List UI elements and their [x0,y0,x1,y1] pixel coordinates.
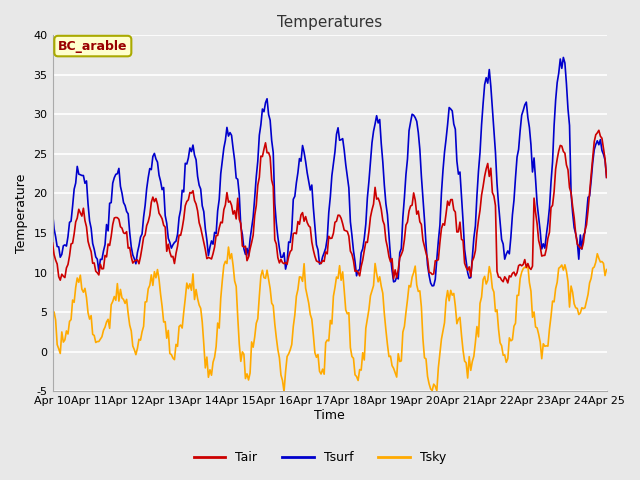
Legend: Tair, Tsurf, Tsky: Tair, Tsurf, Tsky [189,446,451,469]
Text: BC_arable: BC_arable [58,39,127,53]
Title: Temperatures: Temperatures [277,15,382,30]
Y-axis label: Temperature: Temperature [15,174,28,253]
X-axis label: Time: Time [314,409,345,422]
